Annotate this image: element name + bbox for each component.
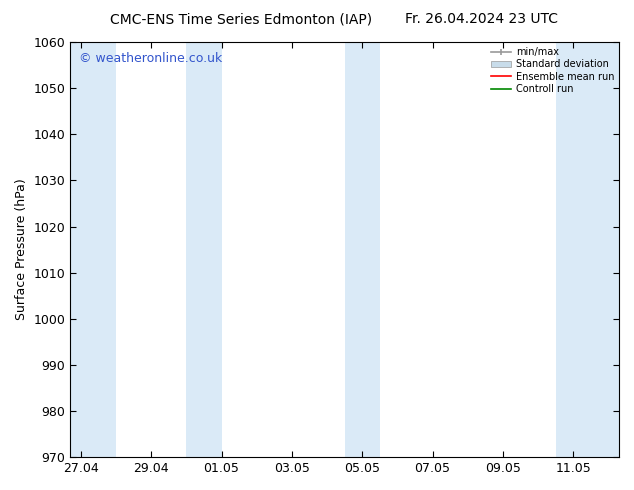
Text: Fr. 26.04.2024 23 UTC: Fr. 26.04.2024 23 UTC	[405, 12, 559, 26]
Text: © weatheronline.co.uk: © weatheronline.co.uk	[79, 52, 222, 66]
Bar	[555, 42, 619, 457]
Text: CMC-ENS Time Series Edmonton (IAP): CMC-ENS Time Series Edmonton (IAP)	[110, 12, 372, 26]
Legend: min/max, Standard deviation, Ensemble mean run, Controll run: min/max, Standard deviation, Ensemble me…	[488, 44, 617, 97]
Y-axis label: Surface Pressure (hPa): Surface Pressure (hPa)	[15, 179, 28, 320]
Bar	[70, 42, 116, 457]
Bar	[186, 42, 221, 457]
Bar	[345, 42, 380, 457]
